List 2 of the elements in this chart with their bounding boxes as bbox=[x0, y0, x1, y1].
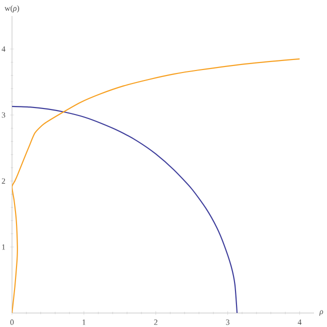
line-series bbox=[12, 106, 238, 313]
line-series bbox=[12, 58, 300, 313]
